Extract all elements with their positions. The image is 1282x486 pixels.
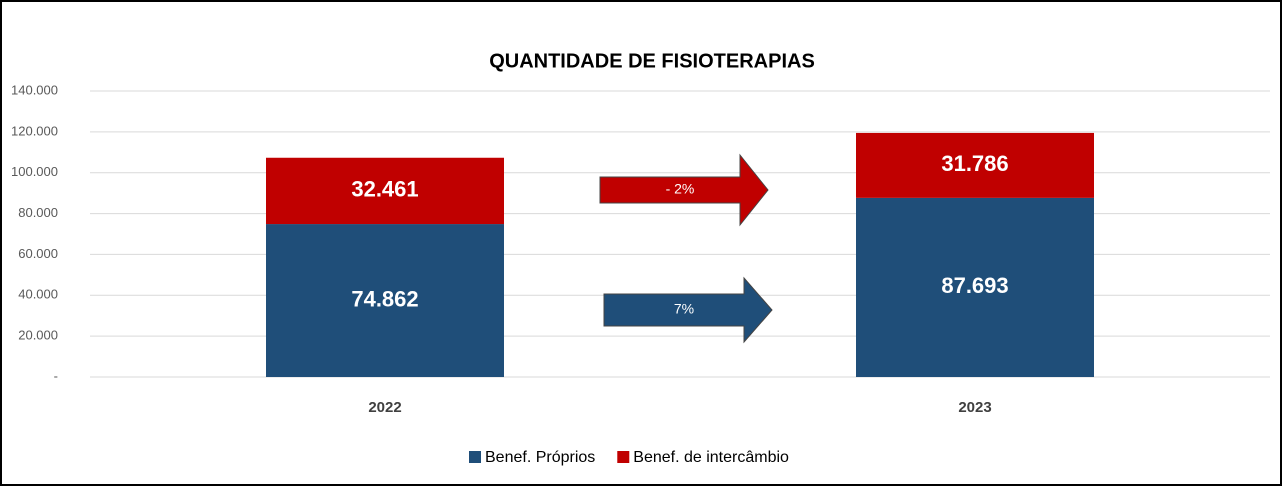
annotation-text: 7% <box>674 301 694 317</box>
bar-segment <box>266 224 504 377</box>
chart-title: QUANTIDADE DE FISIOTERAPIAS <box>489 50 815 72</box>
bar-segment <box>266 157 504 225</box>
value-label: 87.693 <box>941 273 1008 298</box>
y-tick-label: 80.000 <box>18 205 58 220</box>
x-tick-label: 2022 <box>368 399 401 416</box>
annotation-arrow <box>599 153 769 227</box>
bar-segment <box>856 197 1094 377</box>
value-label: 32.461 <box>351 177 418 202</box>
y-tick-label: 40.000 <box>18 287 58 302</box>
value-label: 74.862 <box>351 286 418 311</box>
y-tick-label: 20.000 <box>18 328 58 343</box>
x-tick-label: 2023 <box>958 399 991 416</box>
annotation-text: - 2% <box>666 181 695 197</box>
y-tick-label: - <box>54 368 58 383</box>
value-label: 31.786 <box>941 151 1008 176</box>
bar-segment <box>856 132 1094 198</box>
y-tick-label: 60.000 <box>18 246 58 261</box>
annotation-arrow <box>603 276 773 344</box>
y-tick-label: 100.000 <box>11 164 58 179</box>
y-tick-label: 120.000 <box>11 123 58 138</box>
legend-label: Benef. de intercâmbio <box>633 449 789 466</box>
y-tick-label: 140.000 <box>11 82 58 97</box>
legend-swatch <box>469 451 481 463</box>
legend-swatch <box>617 451 630 463</box>
legend-label: Benef. Próprios <box>485 449 595 466</box>
